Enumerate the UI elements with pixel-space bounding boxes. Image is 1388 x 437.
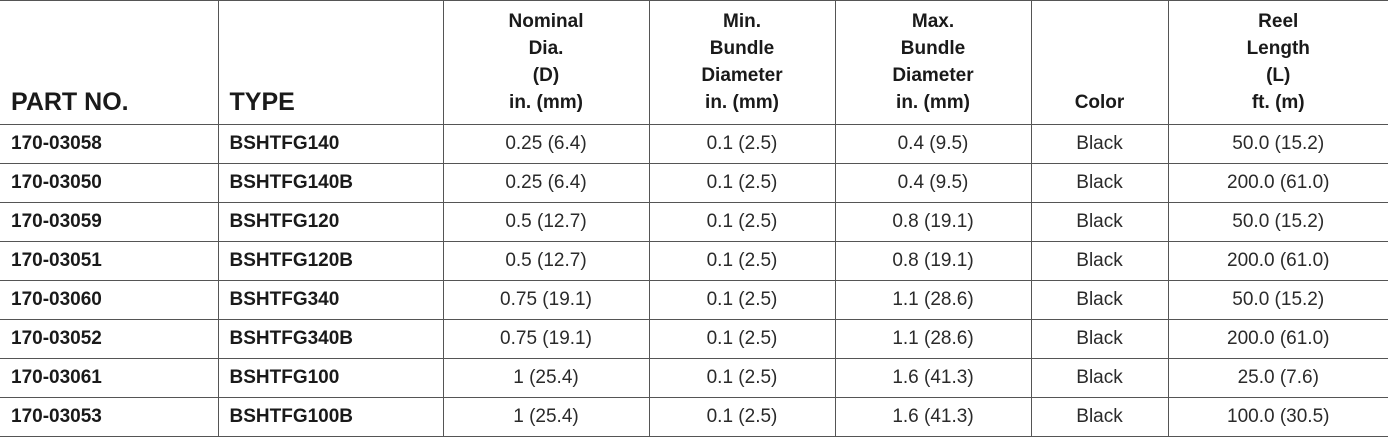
cell-max-bundle-diameter: 0.4 (9.5) <box>834 124 1032 164</box>
cell-color: Black <box>1030 124 1169 164</box>
cell-type: BSHTFG100B <box>217 397 444 437</box>
cell-reel-length: 25.0 (7.6) <box>1167 358 1388 398</box>
cell-reel-length: 100.0 (30.5) <box>1167 397 1388 437</box>
cell-nominal-dia: 0.5 (12.7) <box>442 241 650 281</box>
cell-color: Black <box>1030 319 1169 359</box>
table-row: 170-03059 BSHTFG120 0.5 (12.7) 0.1 (2.5)… <box>0 202 1388 242</box>
cell-min-bundle-diameter: 0.1 (2.5) <box>648 124 836 164</box>
cell-type: BSHTFG340 <box>217 280 444 320</box>
cell-type: BSHTFG140B <box>217 163 444 203</box>
cell-max-bundle-diameter: 0.8 (19.1) <box>834 241 1032 281</box>
table-row: 170-03061 BSHTFG100 1 (25.4) 0.1 (2.5) 1… <box>0 358 1388 398</box>
cell-min-bundle-diameter: 0.1 (2.5) <box>648 241 836 281</box>
table-row: 170-03060 BSHTFG340 0.75 (19.1) 0.1 (2.5… <box>0 280 1388 320</box>
cell-reel-length: 50.0 (15.2) <box>1167 202 1388 242</box>
header-part-no: PART NO. <box>0 0 219 125</box>
cell-reel-length: 200.0 (61.0) <box>1167 241 1388 281</box>
cell-part-no: 170-03050 <box>0 163 219 203</box>
cell-max-bundle-diameter: 1.6 (41.3) <box>834 397 1032 437</box>
cell-reel-length: 50.0 (15.2) <box>1167 280 1388 320</box>
cell-color: Black <box>1030 202 1169 242</box>
cell-nominal-dia: 0.5 (12.7) <box>442 202 650 242</box>
cell-color: Black <box>1030 397 1169 437</box>
cell-min-bundle-diameter: 0.1 (2.5) <box>648 202 836 242</box>
cell-min-bundle-diameter: 0.1 (2.5) <box>648 397 836 437</box>
cell-color: Black <box>1030 241 1169 281</box>
cell-min-bundle-diameter: 0.1 (2.5) <box>648 358 836 398</box>
cell-part-no: 170-03053 <box>0 397 219 437</box>
cell-part-no: 170-03052 <box>0 319 219 359</box>
cell-max-bundle-diameter: 1.1 (28.6) <box>834 280 1032 320</box>
cell-type: BSHTFG340B <box>217 319 444 359</box>
cell-reel-length: 200.0 (61.0) <box>1167 319 1388 359</box>
cell-color: Black <box>1030 280 1169 320</box>
table-row: 170-03051 BSHTFG120B 0.5 (12.7) 0.1 (2.5… <box>0 241 1388 281</box>
cell-reel-length: 200.0 (61.0) <box>1167 163 1388 203</box>
cell-type: BSHTFG120 <box>217 202 444 242</box>
cell-color: Black <box>1030 358 1169 398</box>
cell-color: Black <box>1030 163 1169 203</box>
cell-min-bundle-diameter: 0.1 (2.5) <box>648 163 836 203</box>
cell-type: BSHTFG100 <box>217 358 444 398</box>
table-row: 170-03058 BSHTFG140 0.25 (6.4) 0.1 (2.5)… <box>0 124 1388 164</box>
header-color: Color <box>1030 0 1169 125</box>
header-min-bundle-diameter: Min. Bundle Diameter in. (mm) <box>648 0 836 125</box>
header-row: PART NO. TYPE Nominal Dia. (D) in. (mm) … <box>0 0 1388 125</box>
cell-max-bundle-diameter: 1.1 (28.6) <box>834 319 1032 359</box>
cell-nominal-dia: 0.75 (19.1) <box>442 319 650 359</box>
cell-type: BSHTFG140 <box>217 124 444 164</box>
cell-min-bundle-diameter: 0.1 (2.5) <box>648 280 836 320</box>
cell-part-no: 170-03059 <box>0 202 219 242</box>
cell-nominal-dia: 0.25 (6.4) <box>442 163 650 203</box>
cell-nominal-dia: 1 (25.4) <box>442 358 650 398</box>
cell-nominal-dia: 1 (25.4) <box>442 397 650 437</box>
cell-max-bundle-diameter: 1.6 (41.3) <box>834 358 1032 398</box>
cell-max-bundle-diameter: 0.8 (19.1) <box>834 202 1032 242</box>
cell-part-no: 170-03060 <box>0 280 219 320</box>
header-reel-length: Reel Length (L) ft. (m) <box>1167 0 1388 125</box>
cell-part-no: 170-03051 <box>0 241 219 281</box>
cell-part-no: 170-03058 <box>0 124 219 164</box>
cell-nominal-dia: 0.75 (19.1) <box>442 280 650 320</box>
table-row: 170-03050 BSHTFG140B 0.25 (6.4) 0.1 (2.5… <box>0 163 1388 203</box>
cell-max-bundle-diameter: 0.4 (9.5) <box>834 163 1032 203</box>
table-row: 170-03052 BSHTFG340B 0.75 (19.1) 0.1 (2.… <box>0 319 1388 359</box>
cell-type: BSHTFG120B <box>217 241 444 281</box>
cell-reel-length: 50.0 (15.2) <box>1167 124 1388 164</box>
cell-nominal-dia: 0.25 (6.4) <box>442 124 650 164</box>
table-row: 170-03053 BSHTFG100B 1 (25.4) 0.1 (2.5) … <box>0 397 1388 437</box>
cell-min-bundle-diameter: 0.1 (2.5) <box>648 319 836 359</box>
header-nominal-dia: Nominal Dia. (D) in. (mm) <box>442 0 650 125</box>
header-type: TYPE <box>217 0 444 125</box>
header-max-bundle-diameter: Max. Bundle Diameter in. (mm) <box>834 0 1032 125</box>
cell-part-no: 170-03061 <box>0 358 219 398</box>
